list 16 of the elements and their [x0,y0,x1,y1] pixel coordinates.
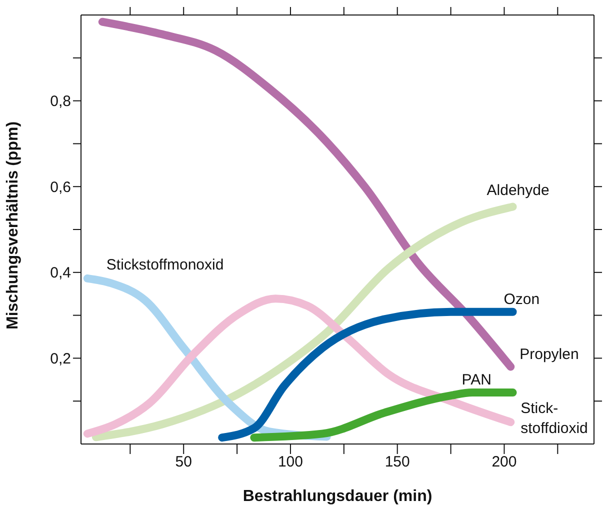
series-label: Stick- stoffdioxid [520,400,588,438]
y-tick-label: 0,8 [50,93,71,110]
series-label: Ozon [504,290,540,308]
y-tick-label: 0,4 [50,264,71,282]
series-label: Aldehyde [486,182,550,199]
series-label: Propylen [520,346,579,363]
series-label: Stickstoffmonoxid [106,256,224,274]
x-tick-label: 200 [492,454,517,471]
x-tick-label: 50 [175,454,192,471]
y-tick-label: 0,6 [50,178,71,196]
series-label: PAN [462,372,492,389]
y-tick-label: 0,2 [50,350,71,368]
x-tick-label: 150 [384,454,410,471]
y-axis-title: Mischungsverhältnis (ppm) [4,121,22,330]
x-axis-title: Bestrahlungsdauer (min) [242,488,432,505]
x-tick-label: 100 [278,454,303,471]
